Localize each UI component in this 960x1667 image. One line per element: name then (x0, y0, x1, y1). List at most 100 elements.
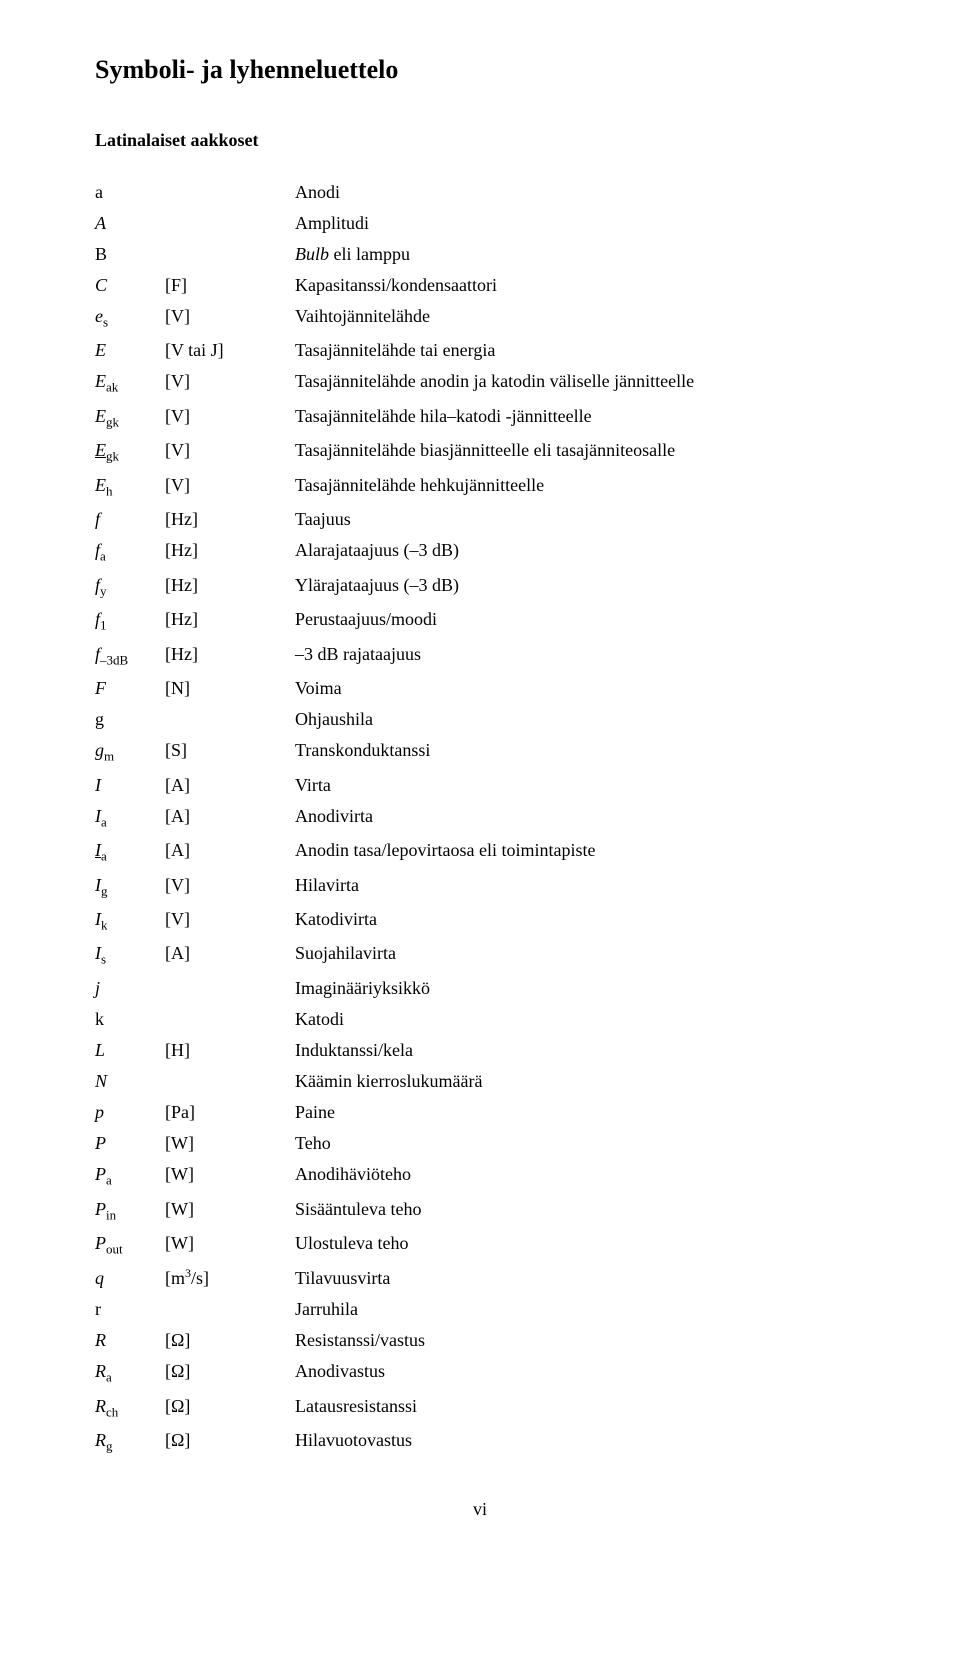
unit-cell: [Hz] (165, 535, 295, 569)
symbol-cell: Egk (95, 400, 165, 434)
unit-cell: [Hz] (165, 604, 295, 638)
symbol-cell: E (95, 335, 165, 366)
symbol-cell: gm (95, 735, 165, 769)
symbol-cell: L (95, 1035, 165, 1066)
description-cell: Tasajännitelähde hila–katodi -jännitteel… (295, 400, 865, 434)
unit-cell: [A] (165, 769, 295, 800)
table-row: rJarruhila (95, 1293, 865, 1324)
table-row: f–3dB[Hz]–3 dB rajataajuus (95, 638, 865, 672)
table-row: Pin[W]Sisääntuleva teho (95, 1193, 865, 1227)
unit-cell: [Hz] (165, 569, 295, 603)
description-cell: Voima (295, 673, 865, 704)
unit-cell: [V] (165, 300, 295, 334)
symbol-cell: f1 (95, 604, 165, 638)
description-cell: Tasajännitelähde biasjännitteelle eli ta… (295, 435, 865, 469)
description-cell: Kapasitanssi/kondensaattori (295, 269, 865, 300)
symbol-cell: P (95, 1128, 165, 1159)
symbol-cell: q (95, 1262, 165, 1293)
symbol-cell: F (95, 673, 165, 704)
unit-cell: [A] (165, 938, 295, 972)
description-cell: Bulb eli lamppu (295, 238, 865, 269)
symbol-cell: Ra (95, 1356, 165, 1390)
symbol-cell: Pa (95, 1159, 165, 1193)
unit-cell: [V] (165, 435, 295, 469)
table-row: Egk[V]Tasajännitelähde biasjännitteelle … (95, 435, 865, 469)
unit-cell (165, 972, 295, 1003)
description-cell: Tilavuusvirta (295, 1262, 865, 1293)
description-cell: Anodivirta (295, 800, 865, 834)
unit-cell: [W] (165, 1159, 295, 1193)
symbol-cell: Ik (95, 904, 165, 938)
table-row: Ia[A]Anodin tasa/lepovirtaosa eli toimin… (95, 835, 865, 869)
table-row: P[W]Teho (95, 1128, 865, 1159)
table-row: B Bulb eli lamppu (95, 238, 865, 269)
unit-cell (165, 704, 295, 735)
symbol-cell: B (95, 238, 165, 269)
description-cell: Induktanssi/kela (295, 1035, 865, 1066)
symbol-cell: N (95, 1066, 165, 1097)
unit-cell: [V] (165, 400, 295, 434)
unit-cell: [F] (165, 269, 295, 300)
symbol-cell: k (95, 1004, 165, 1035)
symbol-cell: Rch (95, 1390, 165, 1424)
symbol-cell: Ig (95, 869, 165, 903)
page-number: vi (95, 1499, 865, 1520)
unit-cell (165, 1066, 295, 1097)
description-cell: Virta (295, 769, 865, 800)
description-cell: Anodihäviöteho (295, 1159, 865, 1193)
table-row: gm[S]Transkonduktanssi (95, 735, 865, 769)
description-cell: Katodi (295, 1004, 865, 1035)
table-row: q[m3/s]Tilavuusvirta (95, 1262, 865, 1293)
symbol-cell: f (95, 504, 165, 535)
description-cell: Jarruhila (295, 1293, 865, 1324)
description-cell: Anodi (295, 176, 865, 207)
description-cell: Resistanssi/vastus (295, 1324, 865, 1355)
table-row: Rch[Ω]Latausresistanssi (95, 1390, 865, 1424)
symbol-cell: j (95, 972, 165, 1003)
symbol-cell: Is (95, 938, 165, 972)
unit-cell: [S] (165, 735, 295, 769)
unit-cell (165, 238, 295, 269)
description-cell: Tasajännitelähde hehkujännitteelle (295, 469, 865, 503)
description-cell: –3 dB rajataajuus (295, 638, 865, 672)
unit-cell: [V] (165, 869, 295, 903)
unit-cell (165, 1293, 295, 1324)
description-cell: Teho (295, 1128, 865, 1159)
symbol-cell: Eak (95, 366, 165, 400)
table-row: Pa[W]Anodihäviöteho (95, 1159, 865, 1193)
description-cell: Katodivirta (295, 904, 865, 938)
description-cell: Suojahilavirta (295, 938, 865, 972)
description-cell: Anodin tasa/lepovirtaosa eli toimintapis… (295, 835, 865, 869)
description-cell: Perustaajuus/moodi (295, 604, 865, 638)
table-row: Eh[V]Tasajännitelähde hehkujännitteelle (95, 469, 865, 503)
unit-cell: [V] (165, 469, 295, 503)
symbol-cell: f–3dB (95, 638, 165, 672)
description-cell: Ylärajataajuus (–3 dB) (295, 569, 865, 603)
description-cell: Käämin kierroslukumäärä (295, 1066, 865, 1097)
unit-cell (165, 1004, 295, 1035)
description-cell: Latausresistanssi (295, 1390, 865, 1424)
table-row: Ia[A]Anodivirta (95, 800, 865, 834)
table-row: Ig[V]Hilavirta (95, 869, 865, 903)
table-row: E[V tai J]Tasajännitelähde tai energia (95, 335, 865, 366)
table-row: p[Pa]Paine (95, 1097, 865, 1128)
table-row: Ik[V]Katodivirta (95, 904, 865, 938)
symbol-cell: R (95, 1324, 165, 1355)
symbol-cell: g (95, 704, 165, 735)
table-row: a Anodi (95, 176, 865, 207)
unit-cell (165, 207, 295, 238)
description-cell: Taajuus (295, 504, 865, 535)
description-cell: Paine (295, 1097, 865, 1128)
unit-cell (165, 176, 295, 207)
table-row: N Käämin kierroslukumäärä (95, 1066, 865, 1097)
unit-cell: [Hz] (165, 638, 295, 672)
page-title: Symboli- ja lyhenneluettelo (95, 55, 865, 85)
table-row: gOhjaushila (95, 704, 865, 735)
description-cell: Hilavuotovastus (295, 1424, 865, 1458)
unit-cell: [W] (165, 1193, 295, 1227)
table-row: Is[A]Suojahilavirta (95, 938, 865, 972)
symbol-cell: a (95, 176, 165, 207)
table-row: jImaginääriyksikkö (95, 972, 865, 1003)
table-row: k Katodi (95, 1004, 865, 1035)
description-cell: Vaihtojännitelähde (295, 300, 865, 334)
